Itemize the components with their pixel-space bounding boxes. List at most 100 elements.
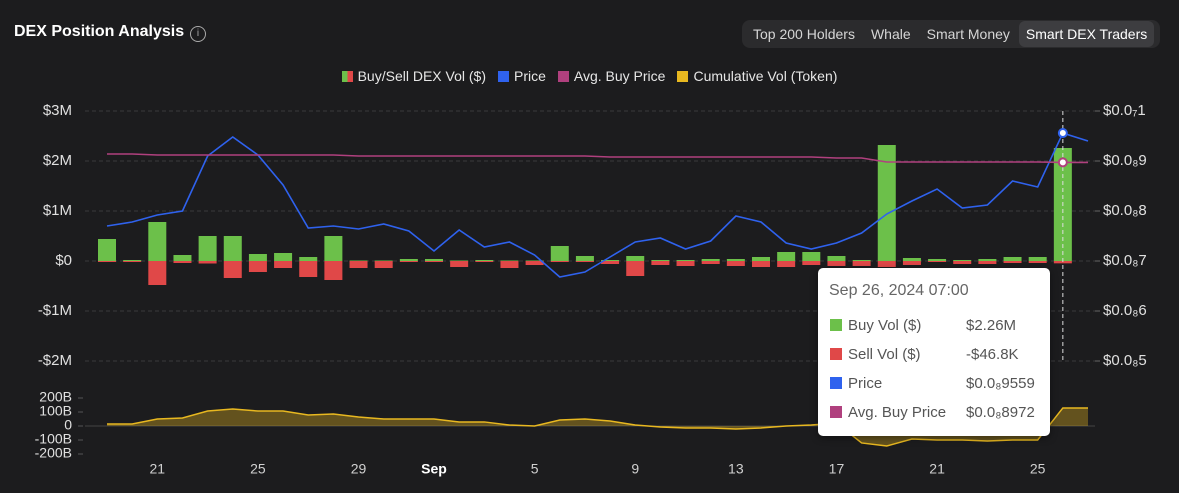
x-tick-label: 21 bbox=[929, 461, 945, 477]
x-tick-label: 17 bbox=[829, 461, 845, 477]
y2-tick-label: $0.0₈7 bbox=[1103, 252, 1147, 269]
y-tick-label: -$2M bbox=[38, 352, 72, 369]
bar bbox=[676, 260, 695, 261]
x-tick-label: 13 bbox=[728, 461, 744, 477]
bar bbox=[1028, 257, 1047, 261]
tab[interactable]: Smart Money bbox=[926, 26, 1010, 42]
bar bbox=[274, 253, 293, 261]
tooltip-value: $0.0₈8972 bbox=[966, 403, 1035, 421]
bar bbox=[475, 261, 494, 262]
y2-tick-label: $0.0₈9 bbox=[1103, 152, 1147, 169]
bar bbox=[877, 145, 896, 261]
bar bbox=[1003, 257, 1022, 261]
tooltip-row: Avg. Buy Price $0.0₈8972 bbox=[830, 402, 1040, 422]
tab[interactable]: Whale bbox=[870, 26, 911, 42]
chart-title: DEX Position Analysis bbox=[14, 23, 185, 40]
x-tick-label: 25 bbox=[1030, 461, 1046, 477]
bar bbox=[525, 261, 544, 265]
legend-item[interactable]: Buy/Sell DEX Vol ($) bbox=[341, 68, 486, 84]
bar bbox=[223, 236, 242, 261]
bar bbox=[601, 261, 620, 264]
bar bbox=[953, 260, 972, 261]
x-tick-label: 21 bbox=[150, 461, 166, 477]
y-tick-label: $0 bbox=[55, 252, 72, 269]
tooltip: Sep 26, 2024 07:00 Buy Vol ($) $2.26M Sell… bbox=[818, 268, 1050, 436]
bar bbox=[626, 261, 645, 276]
bar bbox=[123, 261, 142, 262]
legend: Buy/Sell DEX Vol ($) Price Avg. Buy Price C… bbox=[0, 68, 1179, 84]
bar bbox=[248, 261, 267, 272]
bar bbox=[148, 222, 167, 261]
legend-item[interactable]: Cumulative Vol (Token) bbox=[677, 68, 837, 84]
y2-tick-label: $0.0₈8 bbox=[1103, 202, 1147, 219]
bar bbox=[1028, 261, 1047, 263]
bar bbox=[173, 261, 192, 263]
bar bbox=[953, 261, 972, 264]
area-line bbox=[107, 407, 1088, 447]
y3-tick-label: -100B bbox=[35, 431, 72, 447]
bar bbox=[198, 261, 217, 264]
legend-item[interactable]: Price bbox=[497, 68, 546, 84]
bar bbox=[450, 261, 469, 267]
bar bbox=[425, 259, 443, 261]
bar bbox=[601, 260, 620, 261]
x-tick-label: 5 bbox=[531, 461, 539, 477]
y2-tick-label: $0.0₈5 bbox=[1103, 352, 1147, 369]
bar bbox=[98, 261, 116, 262]
legend-swatch bbox=[341, 70, 353, 82]
bar bbox=[148, 261, 167, 285]
bar bbox=[349, 261, 368, 268]
info-icon[interactable]: i bbox=[190, 26, 206, 42]
legend-swatch bbox=[497, 70, 509, 82]
bar bbox=[274, 261, 293, 268]
hover-point bbox=[1057, 128, 1068, 139]
tab[interactable]: Top 200 Holders bbox=[753, 26, 855, 42]
tooltip-swatch bbox=[830, 319, 842, 331]
bar bbox=[752, 261, 770, 267]
bar bbox=[248, 254, 267, 261]
tooltip-swatch bbox=[830, 348, 842, 360]
tooltip-value: $0.0₈9559 bbox=[966, 374, 1035, 392]
bar bbox=[626, 256, 645, 261]
bar bbox=[928, 259, 947, 261]
legend-item[interactable]: Avg. Buy Price bbox=[557, 68, 666, 84]
bar bbox=[802, 252, 821, 261]
y3-tick-label: -200B bbox=[35, 445, 72, 461]
bar bbox=[852, 261, 871, 266]
legend-swatch bbox=[557, 70, 569, 82]
bar bbox=[651, 260, 670, 261]
bar bbox=[701, 261, 720, 264]
tab[interactable]: Smart DEX Traders bbox=[1018, 21, 1155, 47]
bar bbox=[701, 259, 720, 261]
legend-label: Cumulative Vol (Token) bbox=[693, 68, 838, 84]
tooltip-row: Buy Vol ($) $2.26M bbox=[830, 315, 1040, 335]
bar bbox=[676, 261, 695, 266]
y-tick-label: $2M bbox=[43, 152, 72, 169]
bar bbox=[802, 261, 821, 265]
bar bbox=[777, 261, 796, 267]
bar bbox=[399, 261, 418, 262]
bar bbox=[324, 236, 343, 261]
bar bbox=[777, 252, 796, 261]
y3-tick-label: 100B bbox=[39, 403, 72, 419]
hover-point bbox=[1057, 157, 1068, 168]
bar bbox=[877, 261, 896, 267]
x-tick-label: 29 bbox=[351, 461, 367, 477]
legend-label: Avg. Buy Price bbox=[573, 68, 666, 84]
tooltip-label: Buy Vol ($) bbox=[848, 316, 922, 334]
bar bbox=[1053, 261, 1072, 264]
legend-swatch bbox=[677, 70, 689, 82]
tooltip-swatch bbox=[830, 377, 842, 389]
bar bbox=[575, 261, 594, 262]
bar bbox=[827, 261, 846, 266]
legend-label: Buy/Sell DEX Vol ($) bbox=[357, 68, 486, 84]
bar bbox=[550, 246, 569, 261]
bar bbox=[98, 239, 116, 261]
tooltip-label: Sell Vol ($) bbox=[848, 345, 921, 363]
y2-tick-label: $0.0₇1 bbox=[1103, 102, 1146, 119]
bar bbox=[223, 261, 242, 278]
bar bbox=[902, 258, 921, 261]
tooltip-swatch bbox=[830, 406, 842, 418]
